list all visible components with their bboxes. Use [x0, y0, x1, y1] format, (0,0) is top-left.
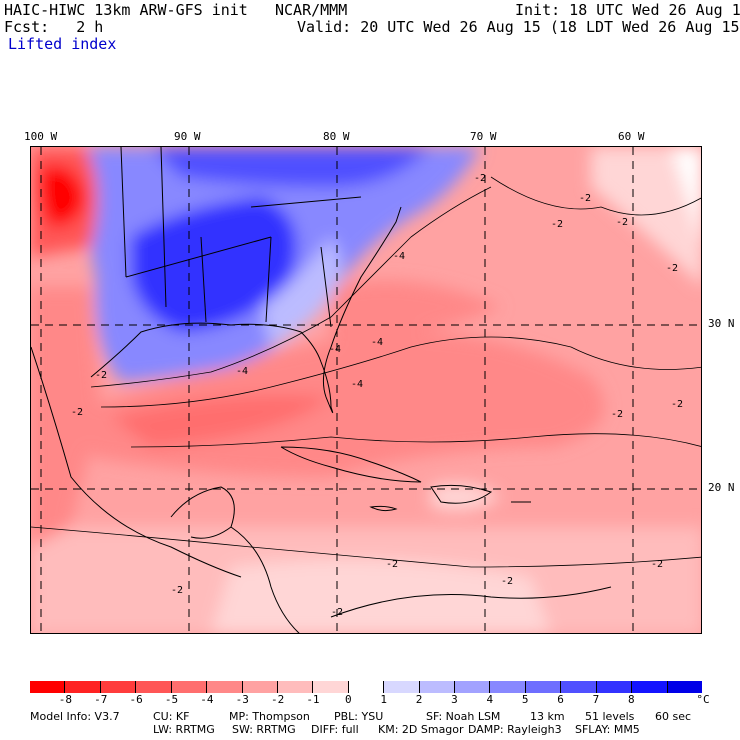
colorbar-tick-label: -4 — [200, 693, 214, 706]
colorbar-tick-label: -2 — [270, 693, 285, 706]
map-canvas: -2 -2 -2 -2 -4 -4 -4 -2 -2 -4 -2 -2 -2 -… — [31, 147, 701, 633]
coastlines — [31, 147, 612, 633]
info-longwave: LW: RRTMG — [153, 723, 215, 736]
contour-label: -2 — [501, 576, 513, 587]
colorbar-cell — [30, 681, 66, 693]
colorbar-tick-label: 1 — [380, 693, 387, 706]
model-title: HAIC-HIWC 13km ARW-GFS init — [4, 1, 248, 19]
contours — [31, 176, 701, 568]
colorbar-tick-label: -6 — [129, 693, 143, 706]
info-km: KM: 2D Smagor — [378, 723, 464, 736]
lon-label-80w: 80 W — [323, 130, 350, 143]
colorbar-cell — [632, 681, 668, 693]
colorbar-cell — [455, 681, 491, 693]
colorbar-tick-label: 3 — [451, 693, 458, 706]
contour-labels: -2 -2 -2 -2 -4 -4 -4 -2 -2 -4 -2 -2 -2 -… — [71, 173, 683, 618]
contour-label: -2 — [616, 217, 628, 228]
colorbar-unit: °C — [696, 693, 710, 706]
colorbar-cell — [242, 681, 278, 693]
colorbar-cell — [207, 681, 243, 693]
colorbar-cell — [525, 681, 562, 693]
lon-label-60w: 60 W — [618, 130, 645, 143]
info-timestep: 60 sec — [655, 710, 692, 723]
colorbar-tick-label: 7 — [592, 693, 600, 706]
colorbar-cell — [136, 681, 172, 693]
colorbar-cell — [561, 681, 597, 693]
contour-label: -2 — [474, 173, 486, 184]
contour-label: -2 — [71, 407, 83, 418]
info-damping: DAMP: Rayleigh3 — [468, 723, 562, 736]
contour-label: -2 — [95, 370, 107, 381]
info-shortwave: SW: RRTMG — [232, 723, 296, 736]
contour-label: -4 — [351, 379, 363, 390]
colorbar-tick-label: 5 — [521, 693, 529, 706]
lifted-index-map: -2 -2 -2 -2 -4 -4 -4 -2 -2 -4 -2 -2 -2 -… — [30, 146, 702, 634]
colorbar-tick-label: 8 — [627, 693, 635, 706]
colorbar-tick-label: 4 — [486, 693, 494, 706]
info-surface: SF: Noah LSM — [426, 710, 501, 723]
contour-label: -2 — [551, 219, 563, 230]
contour-label: -2 — [386, 559, 398, 570]
info-pbl: PBL: YSU — [334, 710, 384, 723]
forecast-hour: Fcst: 2 h — [4, 18, 104, 36]
contour-label: -2 — [666, 263, 678, 274]
info-microphysics: MP: Thompson — [229, 710, 310, 723]
info-sflay: SFLAY: MM5 — [575, 723, 640, 736]
contour-label: -2 — [651, 559, 663, 570]
info-resolution: 13 km — [530, 710, 565, 723]
field-name: Lifted index — [8, 35, 117, 53]
colorbar-cell — [100, 681, 137, 693]
info-diffusion: DIFF: full — [311, 723, 359, 736]
lon-label-90w: 90 W — [174, 130, 201, 143]
colorbar-cell — [65, 681, 101, 693]
contour-label: -2 — [171, 585, 183, 596]
colorbar-cell — [490, 681, 526, 693]
colorbar — [30, 681, 703, 693]
colorbar-cell — [348, 681, 385, 693]
lat-label-20n: 20 N — [708, 481, 735, 494]
colorbar-cell — [419, 681, 456, 693]
lon-label-70w: 70 W — [470, 130, 497, 143]
colorbar-cell — [667, 681, 703, 693]
info-model-version: Model Info: V3.7 — [30, 710, 120, 723]
colorbar-tick-label: -8 — [58, 693, 72, 706]
init-time: Init: 18 UTC Wed 26 Aug 15 — [515, 1, 740, 19]
colorbar-tick-label: -7 — [94, 693, 108, 706]
info-cumulus: CU: KF — [153, 710, 190, 723]
colorbar-tick-label: 0 — [345, 693, 352, 706]
colorbar-tick-label: 6 — [557, 693, 564, 706]
lat-label-30n: 30 N — [708, 317, 735, 330]
colorbar-tick-label: -3 — [235, 693, 249, 706]
contour-label: -4 — [236, 366, 248, 377]
graticule — [31, 147, 701, 633]
contour-label: -2 — [671, 399, 683, 410]
org-label: NCAR/MMM — [275, 1, 348, 19]
colorbar-cell — [313, 681, 349, 693]
contour-label: -2 — [331, 607, 343, 618]
colorbar-cell — [171, 681, 208, 693]
colorbar-tick-label: 2 — [415, 693, 423, 706]
colorbar-tick-label: -1 — [306, 693, 320, 706]
colorbar-tick-label: -5 — [164, 693, 179, 706]
contour-label: -4 — [371, 337, 383, 348]
contour-label: -2 — [611, 409, 623, 420]
colorbar-cell — [596, 681, 633, 693]
valid-time: Valid: 20 UTC Wed 26 Aug 15 (18 LDT Wed … — [297, 18, 740, 36]
colorbar-cell — [277, 681, 314, 693]
lon-label-100w: 100 W — [24, 130, 58, 143]
contour-label: -2 — [579, 193, 591, 204]
field-shading — [31, 147, 701, 633]
contour-label: -4 — [329, 344, 341, 355]
info-levels: 51 levels — [585, 710, 635, 723]
contour-label: -4 — [393, 251, 405, 262]
colorbar-cell — [384, 681, 420, 693]
